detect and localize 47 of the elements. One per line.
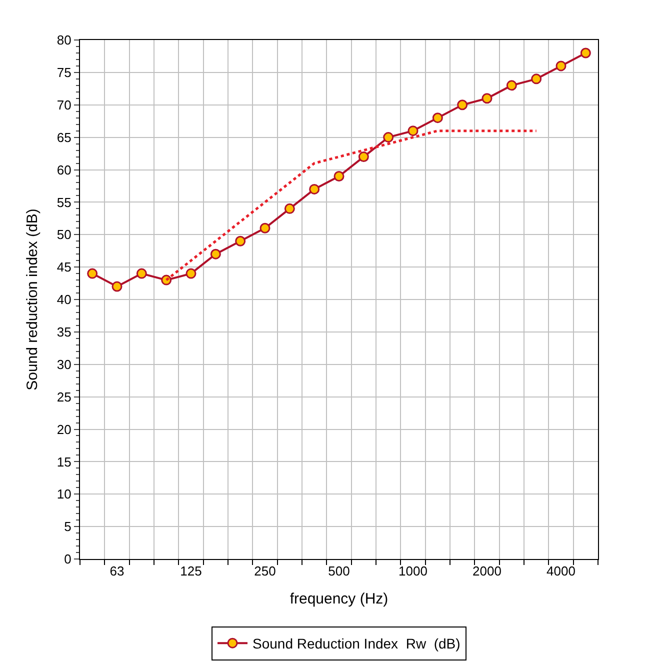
y-tick-label: 25 (56, 389, 72, 404)
point (482, 93, 492, 104)
y-tick-label: 0 (64, 552, 72, 567)
y-tick-label: 35 (56, 324, 72, 340)
legend-label: Sound Reduction Index Rw (dB) (252, 636, 460, 652)
y-tick-label: 70 (56, 97, 72, 112)
point (531, 74, 542, 84)
y-tick-label: 60 (56, 162, 72, 178)
point (136, 268, 147, 279)
y-tick-label: 20 (56, 422, 72, 437)
y-tick-label: 10 (56, 486, 72, 502)
point (580, 48, 591, 58)
point (334, 170, 344, 182)
x-tick-label: 500 (328, 564, 350, 579)
point (506, 80, 517, 91)
point (309, 184, 320, 194)
point (210, 248, 221, 260)
y-tick-label: 45 (56, 260, 72, 275)
x-tick-label: 250 (254, 564, 276, 579)
point (260, 222, 270, 234)
x-tick-label: 63 (110, 564, 124, 579)
y-tick-label: 75 (56, 64, 72, 80)
y-axis-title: Sound reduction index (dB) (24, 208, 42, 390)
x-axis-title: frequency (Hz) (290, 590, 388, 608)
y-tick-label: 80 (56, 32, 72, 48)
x-tick-label: 2000 (472, 564, 502, 579)
y-tick-label: 55 (56, 194, 72, 210)
x-tick-label: 125 (180, 564, 202, 579)
point (235, 236, 246, 246)
y-tick-label: 65 (56, 130, 72, 145)
y-tick-label: 50 (56, 227, 72, 242)
point (457, 100, 468, 110)
y-tick-label: 30 (56, 356, 72, 372)
point (358, 152, 369, 162)
x-tick-label: 4000 (546, 564, 576, 579)
point (408, 126, 418, 136)
point (87, 268, 98, 279)
point (186, 268, 196, 279)
point (383, 132, 394, 143)
x-tick-label: 1000 (398, 564, 428, 579)
y-tick-label: 5 (64, 519, 72, 534)
point (112, 281, 122, 292)
point (284, 203, 295, 214)
point (556, 60, 566, 72)
y-tick-label: 40 (56, 292, 72, 308)
point (432, 112, 443, 124)
y-tick-label: 15 (56, 454, 72, 470)
